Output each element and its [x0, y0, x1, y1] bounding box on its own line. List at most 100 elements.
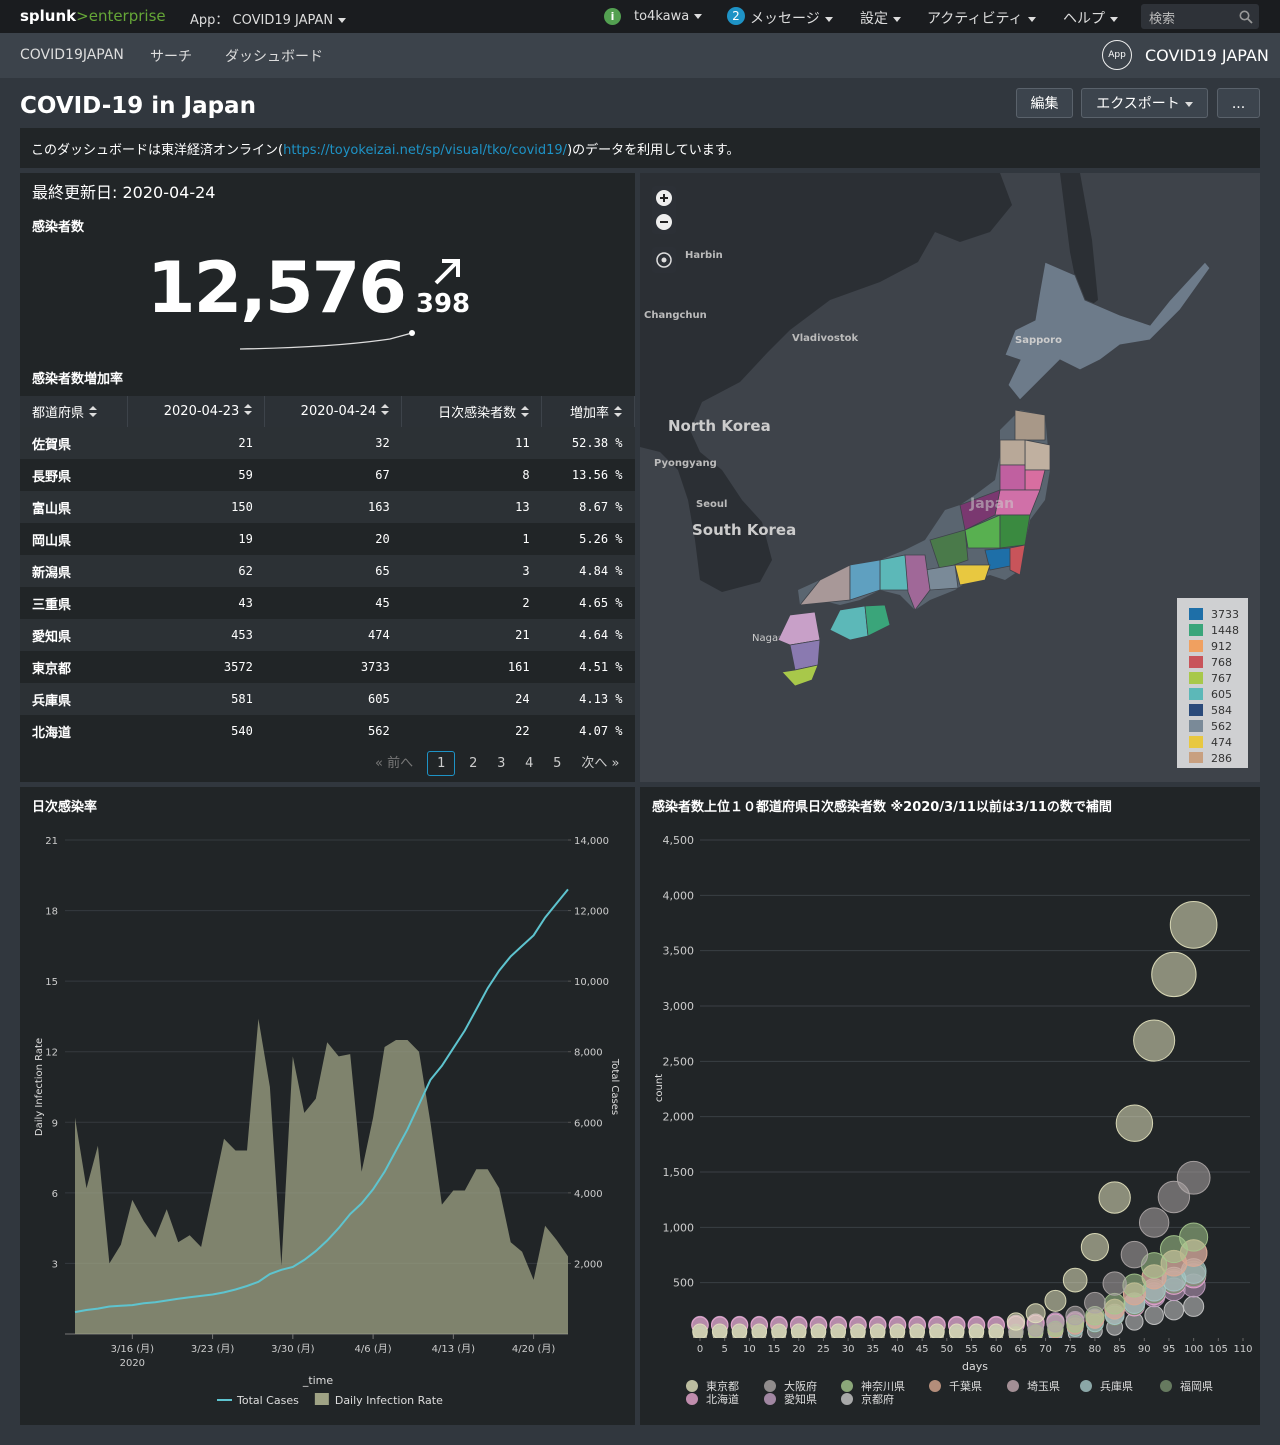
message-badge[interactable]: 2	[727, 7, 745, 25]
table-cell: 岡山県	[20, 523, 128, 555]
health-icon[interactable]: i	[604, 8, 621, 25]
help-menu[interactable]: ヘルプ	[1063, 8, 1118, 28]
table-cell: 52.38 %	[541, 427, 635, 459]
table-row: 愛知県 453 474 21 4.64 %	[20, 619, 635, 651]
nav-link[interactable]: サーチ	[150, 49, 192, 65]
table-cell: 4.07 %	[541, 715, 635, 747]
table-row: 兵庫県 581 605 24 4.13 %	[20, 683, 635, 715]
menu-label[interactable]: 設定	[860, 11, 888, 27]
description-panel: このダッシュボードは東洋経済オンライン(https://toyokeizai.n…	[20, 128, 1260, 168]
next-page[interactable]: 次へ »	[581, 756, 620, 771]
table-cell: 581	[127, 683, 265, 715]
table-cell: 8.67 %	[541, 491, 635, 523]
table-cell: 長野県	[20, 459, 128, 491]
table-cell: 32	[264, 427, 402, 459]
table-cell: 62	[127, 555, 265, 587]
sort-icon[interactable]	[89, 406, 98, 417]
table-cell: 11	[401, 427, 542, 459]
table-row: 岡山県 19 20 1 5.26 %	[20, 523, 635, 555]
table-cell: 24	[401, 683, 542, 715]
table-cell: 佐賀県	[20, 427, 128, 459]
chart-panel	[20, 787, 635, 1425]
table-cell: 8	[401, 459, 542, 491]
app-bar: COVID19JAPAN サーチ ダッシュボード App COVID19 JAP…	[0, 33, 1280, 78]
sort-icon[interactable]	[614, 406, 622, 417]
growth-table: 都道府県 2020-04-23 2020-04-24 日次感染者数 増加率佐賀県 21 32…	[20, 396, 635, 747]
table-cell: 540	[127, 715, 265, 747]
table-cell: 4.84 %	[541, 555, 635, 587]
page-link[interactable]: 2	[469, 756, 478, 771]
table-cell: 65	[264, 555, 402, 587]
table-cell: 兵庫県	[20, 683, 128, 715]
column-label: 2020-04-23	[163, 404, 240, 419]
column-header[interactable]: 都道府県	[20, 396, 129, 427]
sort-icon[interactable]	[521, 406, 530, 417]
app-name-link[interactable]: COVID19JAPAN	[20, 47, 124, 63]
logo-text[interactable]: splunk	[20, 7, 77, 25]
messages-menu[interactable]: メッセージ	[750, 8, 833, 28]
page-link[interactable]: 5	[553, 756, 562, 771]
table-cell: 20	[264, 523, 402, 555]
column-label: 2020-04-24	[300, 404, 377, 419]
column-label: 増加率	[569, 406, 609, 421]
app-title: COVID19 JAPAN	[1145, 46, 1269, 65]
table-cell: 富山県	[20, 491, 128, 523]
table-row: 佐賀県 21 32 11 52.38 %	[20, 427, 635, 459]
button-label[interactable]: エクスポート	[1096, 96, 1180, 112]
chart-panel	[640, 787, 1260, 1425]
table-row: 東京都 3572 3733 161 4.51 %	[20, 651, 635, 683]
sort-icon[interactable]	[381, 404, 390, 415]
logo-text[interactable]: >enterprise	[76, 7, 166, 25]
column-header[interactable]: 2020-04-24	[264, 396, 403, 427]
source-link[interactable]: https://toyokeizai.net/sp/visual/tko/cov…	[283, 143, 568, 158]
table-body: 佐賀県 21 32 11 52.38 % 長野県 59 67 8 13.56 % 富山県 150 163…	[20, 427, 635, 747]
menu-label[interactable]: メッセージ	[750, 11, 820, 27]
description-text: )のデータを利用しています。	[567, 143, 740, 158]
table-cell: 562	[264, 715, 402, 747]
settings-menu[interactable]: 設定	[860, 8, 901, 28]
table-cell: 67	[264, 459, 402, 491]
column-header[interactable]: 2020-04-23	[127, 396, 266, 427]
map-panel	[640, 173, 1260, 782]
table-cell: 150	[127, 491, 265, 523]
export-button[interactable]: エクスポート	[1081, 88, 1208, 118]
table-cell: 2	[401, 587, 542, 619]
activity-menu[interactable]: アクティビティ	[927, 8, 1036, 28]
app-menu-label[interactable]: App： COVID19 JAPAN	[190, 13, 334, 28]
nav-link[interactable]: ダッシュボード	[225, 49, 323, 65]
table-cell: 163	[264, 491, 402, 523]
search-placeholder: 検索	[1149, 12, 1176, 27]
column-header[interactable]: 日次感染者数	[401, 396, 543, 427]
table-cell: 北海道	[20, 715, 128, 747]
prev-page[interactable]: « 前へ	[375, 756, 414, 771]
table-header: 都道府県 2020-04-23 2020-04-24 日次感染者数 増加率	[20, 396, 635, 427]
search-box[interactable]: 検索	[1141, 4, 1259, 29]
more-button[interactable]: ...	[1217, 88, 1260, 118]
column-header[interactable]: 増加率	[541, 396, 635, 427]
logo[interactable]: splunk>enterprise	[20, 7, 166, 25]
page-link[interactable]: 1	[427, 751, 456, 776]
table-cell: 3572	[127, 651, 265, 683]
table-cell: 19	[127, 523, 265, 555]
column-label: 日次感染者数	[438, 406, 517, 421]
sort-icon[interactable]	[244, 404, 253, 415]
page-link[interactable]: 4	[525, 756, 534, 771]
page-link[interactable]: 3	[497, 756, 506, 771]
table-cell: 新潟県	[20, 555, 128, 587]
table-cell: 4.51 %	[541, 651, 635, 683]
dashboard-title: COVID-19 in Japan	[20, 93, 256, 119]
menu-label[interactable]: ヘルプ	[1063, 11, 1105, 27]
table-cell: 161	[401, 651, 542, 683]
table-cell: 453	[127, 619, 265, 651]
table-row: 北海道 540 562 22 4.07 %	[20, 715, 635, 747]
table-cell: 3733	[264, 651, 402, 683]
user-menu[interactable]: to4kawa	[634, 9, 703, 24]
edit-button[interactable]: 編集	[1016, 88, 1073, 118]
table-row: 三重県 43 45 2 4.65 %	[20, 587, 635, 619]
search-icon	[1239, 10, 1253, 24]
app-menu[interactable]: App： COVID19 JAPAN	[190, 9, 347, 28]
user-name[interactable]: to4kawa	[634, 9, 690, 24]
menu-label[interactable]: アクティビティ	[927, 11, 1023, 27]
table-cell: 4.65 %	[541, 587, 635, 619]
